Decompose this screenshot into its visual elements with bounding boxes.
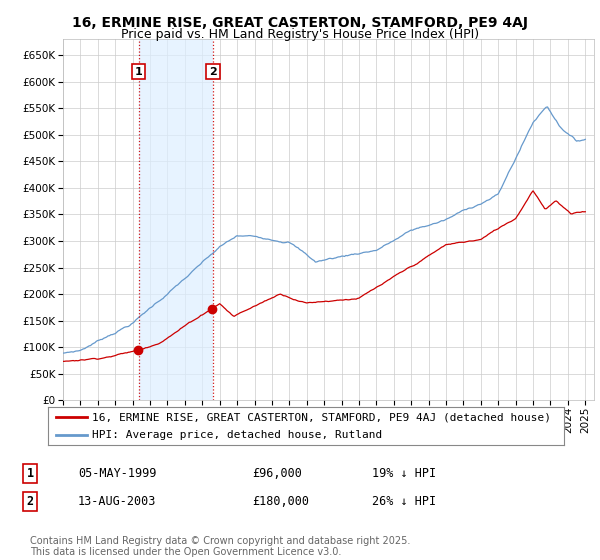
Text: Price paid vs. HM Land Registry's House Price Index (HPI): Price paid vs. HM Land Registry's House … bbox=[121, 28, 479, 41]
Text: 26% ↓ HPI: 26% ↓ HPI bbox=[372, 494, 436, 508]
Text: Contains HM Land Registry data © Crown copyright and database right 2025.
This d: Contains HM Land Registry data © Crown c… bbox=[30, 535, 410, 557]
Text: HPI: Average price, detached house, Rutland: HPI: Average price, detached house, Rutl… bbox=[92, 430, 382, 440]
Bar bbox=[139, 39, 213, 400]
Text: 19% ↓ HPI: 19% ↓ HPI bbox=[372, 466, 436, 480]
Text: 05-MAY-1999: 05-MAY-1999 bbox=[78, 466, 157, 480]
Text: 16, ERMINE RISE, GREAT CASTERTON, STAMFORD, PE9 4AJ (detached house): 16, ERMINE RISE, GREAT CASTERTON, STAMFO… bbox=[92, 412, 551, 422]
Text: 1: 1 bbox=[26, 466, 34, 480]
Text: 2: 2 bbox=[26, 494, 34, 508]
Text: 1: 1 bbox=[135, 67, 143, 77]
Text: £96,000: £96,000 bbox=[252, 466, 302, 480]
Text: 13-AUG-2003: 13-AUG-2003 bbox=[78, 494, 157, 508]
Text: 2: 2 bbox=[209, 67, 217, 77]
Text: £180,000: £180,000 bbox=[252, 494, 309, 508]
Text: 16, ERMINE RISE, GREAT CASTERTON, STAMFORD, PE9 4AJ: 16, ERMINE RISE, GREAT CASTERTON, STAMFO… bbox=[72, 16, 528, 30]
